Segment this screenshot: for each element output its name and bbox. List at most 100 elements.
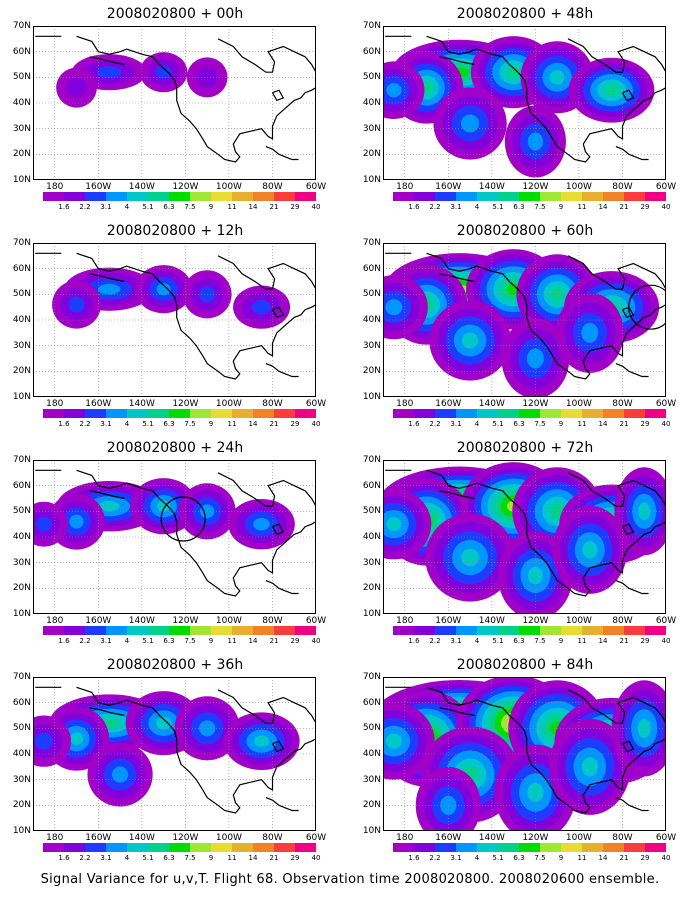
colorbar-label: 7.5 (184, 854, 196, 862)
lat-label: 50N (12, 72, 31, 83)
colorbar-swatch (169, 626, 190, 635)
lat-label: 20N (12, 149, 31, 160)
colorbar-swatch (603, 626, 624, 635)
colorbar-label: 21 (619, 203, 629, 211)
colorbar-label: 40 (311, 854, 321, 862)
lat-label: 40N (362, 98, 381, 108)
colorbar-label: 5.1 (492, 854, 504, 862)
colorbar-swatch (645, 626, 666, 635)
colorbar-label: 40 (661, 420, 671, 428)
colorbar-swatch (561, 192, 582, 201)
colorbar-swatch (190, 409, 211, 418)
lat-label: 20N (12, 583, 31, 594)
colorbar-label: 2.2 (429, 420, 441, 428)
colorbar-swatch (148, 843, 169, 852)
lat-label: 30N (12, 774, 31, 785)
lat-label: 10N (362, 392, 381, 402)
colorbar-swatch (253, 626, 274, 635)
colorbar-label: 1.6 (58, 420, 70, 428)
colorbar-label: 3.1 (100, 854, 112, 862)
map-panel: 2008020800 + 60h 70N 60N 50N 40N 30N 20N 10N 180… (350, 223, 680, 433)
lat-label: 60N (362, 480, 381, 491)
lon-label: 140W (478, 182, 505, 192)
colorbar-label: 4 (474, 854, 480, 862)
colorbar-label: 1.6 (58, 854, 70, 862)
lat-label: 60N (362, 263, 381, 274)
lat-label: 60N (12, 263, 31, 274)
lat-label: 10N (362, 609, 381, 619)
lon-label: 160W (435, 399, 462, 409)
lat-label: 10N (12, 609, 31, 619)
lon-label: 160W (85, 833, 112, 843)
colorbar-label: 40 (661, 637, 671, 645)
colorbar-swatch (232, 843, 253, 852)
variance-map (33, 460, 316, 614)
lon-label: 100W (565, 616, 592, 626)
lon-label: 140W (478, 399, 505, 409)
colorbar-label: 7.5 (184, 203, 196, 211)
lat-label: 60N (362, 697, 381, 708)
colorbar-label: 7.5 (184, 637, 196, 645)
colorbar-label: 29 (640, 420, 650, 428)
lon-label: 60W (655, 399, 677, 409)
panel-title: 2008020800 + 60h (456, 223, 594, 239)
colorbar-swatch (64, 409, 85, 418)
colorbar-swatch (435, 626, 456, 635)
lat-label: 70N (362, 455, 381, 465)
colorbar-swatch (624, 192, 645, 201)
colorbar-swatch (582, 409, 603, 418)
colorbar-label: 6.3 (163, 420, 175, 428)
colorbar-swatch (211, 409, 232, 418)
lon-label: 60W (655, 616, 677, 626)
lat-label: 10N (362, 175, 381, 185)
colorbar-swatch (414, 409, 435, 418)
colorbar-label: 1.6 (408, 637, 420, 645)
colorbar-label: 11 (577, 203, 587, 211)
colorbar-label: 40 (661, 854, 671, 862)
colorbar-swatch (85, 626, 106, 635)
colorbar-label: 40 (311, 420, 321, 428)
lon-label: 100W (215, 616, 242, 626)
colorbar-swatch (274, 843, 295, 852)
colorbar-label: 11 (577, 637, 587, 645)
colorbar-label: 2.2 (429, 203, 441, 211)
lon-label: 100W (215, 182, 242, 192)
map-panel: 2008020800 + 72h 70N 60N 50N 40N 30N 20N 10N 180… (350, 440, 680, 650)
colorbar-label: 11 (227, 637, 237, 645)
lon-label: 160W (435, 616, 462, 626)
colorbar-label: 6.3 (163, 637, 175, 645)
colorbar-label: 9 (208, 203, 214, 211)
colorbar-swatch (519, 192, 540, 201)
colorbar-swatch (148, 626, 169, 635)
lat-label: 10N (12, 175, 31, 185)
colorbar-swatch (64, 843, 85, 852)
lon-label: 100W (565, 833, 592, 843)
colorbar-label: 3.1 (450, 203, 462, 211)
colorbar-label: 9 (558, 420, 564, 428)
lat-label: 30N (362, 557, 381, 568)
variance-map (383, 243, 666, 397)
variance-map (33, 26, 316, 180)
lon-label: 140W (128, 616, 155, 626)
lat-label: 40N (12, 532, 31, 542)
panel-title: 2008020800 + 84h (456, 657, 594, 673)
colorbar-label: 2.2 (79, 420, 91, 428)
colorbar-label: 3.1 (100, 203, 112, 211)
lat-label: 20N (362, 583, 381, 594)
colorbar-swatch (106, 192, 127, 201)
colorbar-swatch (127, 626, 148, 635)
variance-map (383, 26, 666, 180)
colorbar-swatch (435, 843, 456, 852)
colorbar-swatch (603, 843, 624, 852)
colorbar-swatch (519, 626, 540, 635)
colorbar-swatch (64, 626, 85, 635)
colorbar-label: 5.1 (492, 420, 504, 428)
lat-label: 10N (12, 392, 31, 402)
panel-title: 2008020800 + 12h (106, 223, 244, 239)
colorbar-swatch (561, 843, 582, 852)
colorbar-swatch (295, 192, 316, 201)
lon-label: 80W (612, 833, 633, 843)
map-panel: 2008020800 + 00h 70N 60N 50N 40N 30N 20N 10N 180… (0, 6, 330, 216)
lon-label: 120W (172, 616, 199, 626)
colorbar-label: 9 (558, 854, 564, 862)
